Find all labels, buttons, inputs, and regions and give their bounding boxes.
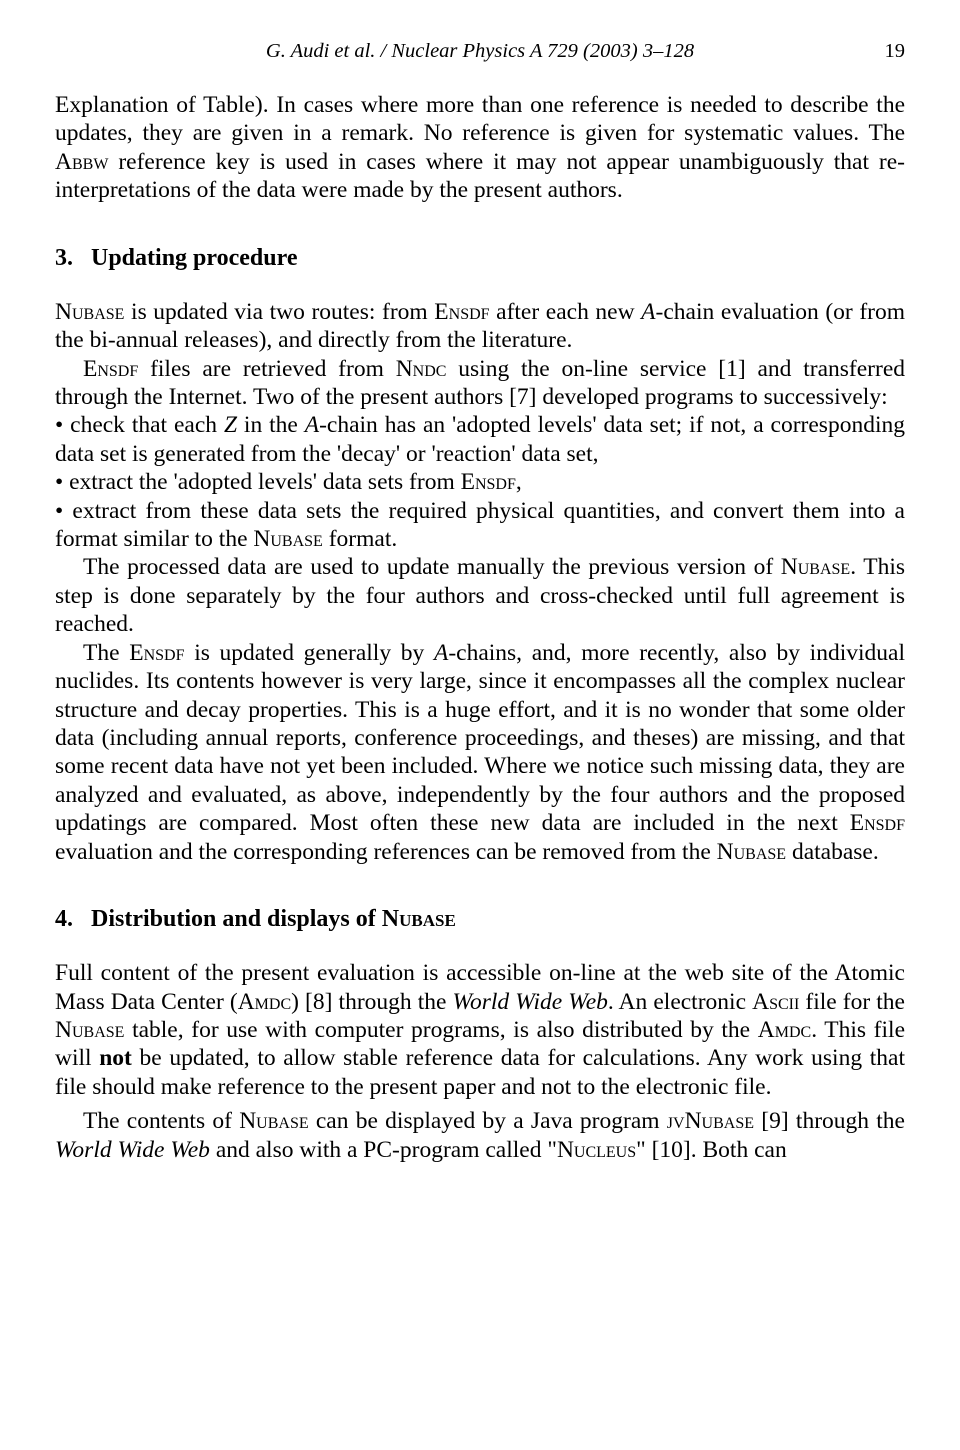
page-number: 19: [885, 40, 906, 63]
page-header: G. Audi et al. / Nuclear Physics A 729 (…: [55, 40, 905, 63]
bullet-3: • extract from these data sets the requi…: [55, 497, 905, 554]
section-4-para-1: Full content of the present evaluation i…: [55, 959, 905, 1101]
section-3-para-4: The Ensdf is updated generally by A-chai…: [55, 639, 905, 866]
bullet-1: • check that each Z in the A-chain has a…: [55, 411, 905, 468]
paragraph-1: Explanation of Table). In cases where mo…: [55, 91, 905, 205]
section-3-heading: 3. Updating procedure: [55, 245, 905, 272]
section-3-para-3: The processed data are used to update ma…: [55, 553, 905, 638]
section-4-title-a: Distribution and displays of: [91, 906, 382, 932]
section-4-heading: 4. Distribution and displays of Nubase: [55, 906, 905, 933]
bullet-2: • extract the 'adopted levels' data sets…: [55, 468, 905, 496]
section-3-title: Updating procedure: [91, 245, 297, 271]
section-3-para-2: Ensdf files are retrieved from Nndc usin…: [55, 355, 905, 412]
section-3-para-1: Nubase is updated via two routes: from E…: [55, 298, 905, 355]
section-3-number: 3.: [55, 245, 73, 271]
section-4-para-2: The contents of Nubase can be displayed …: [55, 1107, 905, 1164]
section-4-title-nubase: Nubase: [382, 906, 456, 932]
section-4-number: 4.: [55, 906, 73, 932]
header-citation: G. Audi et al. / Nuclear Physics A 729 (…: [266, 40, 694, 62]
